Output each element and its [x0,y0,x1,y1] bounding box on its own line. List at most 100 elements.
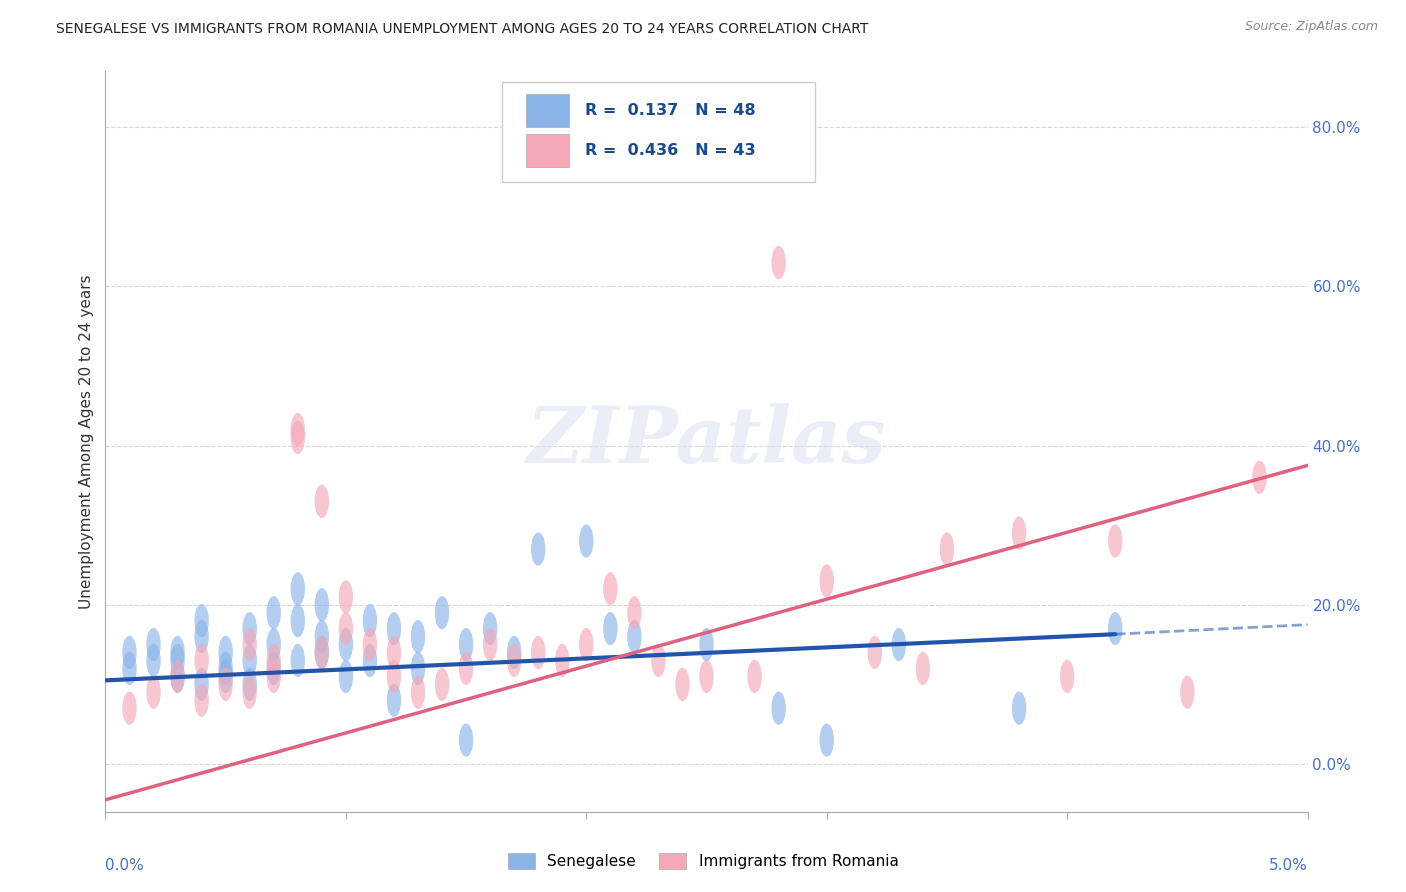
Ellipse shape [291,413,305,446]
Ellipse shape [411,675,425,709]
FancyBboxPatch shape [502,82,814,183]
Ellipse shape [1012,691,1026,725]
Ellipse shape [411,652,425,685]
Ellipse shape [218,636,233,669]
Ellipse shape [267,644,281,677]
Ellipse shape [603,612,617,645]
Text: ZIPatlas: ZIPatlas [527,403,886,480]
Ellipse shape [291,604,305,637]
Ellipse shape [434,668,450,701]
Ellipse shape [122,636,136,669]
Ellipse shape [315,588,329,622]
Y-axis label: Unemployment Among Ages 20 to 24 years: Unemployment Among Ages 20 to 24 years [79,274,94,609]
Text: 5.0%: 5.0% [1268,858,1308,872]
Ellipse shape [267,628,281,661]
Ellipse shape [579,524,593,558]
Legend: Senegalese, Immigrants from Romania: Senegalese, Immigrants from Romania [502,847,904,875]
Ellipse shape [339,612,353,645]
Ellipse shape [363,644,377,677]
Ellipse shape [1060,660,1074,693]
Ellipse shape [1012,516,1026,549]
Ellipse shape [891,628,905,661]
Ellipse shape [651,644,665,677]
Text: 0.0%: 0.0% [105,858,145,872]
Ellipse shape [1108,612,1122,645]
Ellipse shape [242,675,257,709]
Ellipse shape [555,644,569,677]
Text: Source: ZipAtlas.com: Source: ZipAtlas.com [1244,20,1378,33]
Ellipse shape [170,660,184,693]
Ellipse shape [458,723,474,756]
Ellipse shape [267,652,281,685]
Ellipse shape [508,636,522,669]
Ellipse shape [170,636,184,669]
Ellipse shape [627,596,641,630]
Ellipse shape [267,596,281,630]
Ellipse shape [242,644,257,677]
Ellipse shape [122,691,136,725]
Ellipse shape [146,644,160,677]
Ellipse shape [531,636,546,669]
Ellipse shape [291,572,305,606]
Text: R =  0.436   N = 43: R = 0.436 N = 43 [585,143,755,158]
Ellipse shape [820,723,834,756]
Ellipse shape [194,683,209,717]
Ellipse shape [315,620,329,653]
Ellipse shape [315,484,329,518]
Ellipse shape [434,596,450,630]
Ellipse shape [242,628,257,661]
Ellipse shape [170,644,184,677]
Ellipse shape [267,660,281,693]
Ellipse shape [939,533,955,566]
Ellipse shape [218,660,233,693]
Ellipse shape [868,636,882,669]
FancyBboxPatch shape [526,95,569,127]
Ellipse shape [339,628,353,661]
Ellipse shape [627,620,641,653]
Ellipse shape [387,660,401,693]
Ellipse shape [411,620,425,653]
Ellipse shape [363,628,377,661]
Ellipse shape [699,660,714,693]
Ellipse shape [748,660,762,693]
Ellipse shape [194,604,209,637]
Ellipse shape [508,644,522,677]
Ellipse shape [242,668,257,701]
FancyBboxPatch shape [526,135,569,167]
Ellipse shape [387,636,401,669]
Ellipse shape [482,612,498,645]
Ellipse shape [218,668,233,701]
Ellipse shape [1108,524,1122,558]
Ellipse shape [915,652,931,685]
Ellipse shape [339,660,353,693]
Ellipse shape [122,652,136,685]
Ellipse shape [363,604,377,637]
Ellipse shape [194,668,209,701]
Text: SENEGALESE VS IMMIGRANTS FROM ROMANIA UNEMPLOYMENT AMONG AGES 20 TO 24 YEARS COR: SENEGALESE VS IMMIGRANTS FROM ROMANIA UN… [56,22,869,37]
Ellipse shape [1180,675,1195,709]
Ellipse shape [603,572,617,606]
Ellipse shape [1253,460,1267,494]
Ellipse shape [194,620,209,653]
Ellipse shape [387,612,401,645]
Ellipse shape [170,660,184,693]
Ellipse shape [291,421,305,454]
Ellipse shape [387,683,401,717]
Ellipse shape [482,628,498,661]
Ellipse shape [218,652,233,685]
Ellipse shape [146,675,160,709]
Ellipse shape [675,668,690,701]
Ellipse shape [579,628,593,661]
Ellipse shape [146,628,160,661]
Ellipse shape [242,612,257,645]
Ellipse shape [772,691,786,725]
Text: R =  0.137   N = 48: R = 0.137 N = 48 [585,103,755,118]
Ellipse shape [820,565,834,598]
Ellipse shape [315,636,329,669]
Ellipse shape [458,628,474,661]
Ellipse shape [772,246,786,279]
Ellipse shape [194,644,209,677]
Ellipse shape [291,644,305,677]
Ellipse shape [531,533,546,566]
Ellipse shape [699,628,714,661]
